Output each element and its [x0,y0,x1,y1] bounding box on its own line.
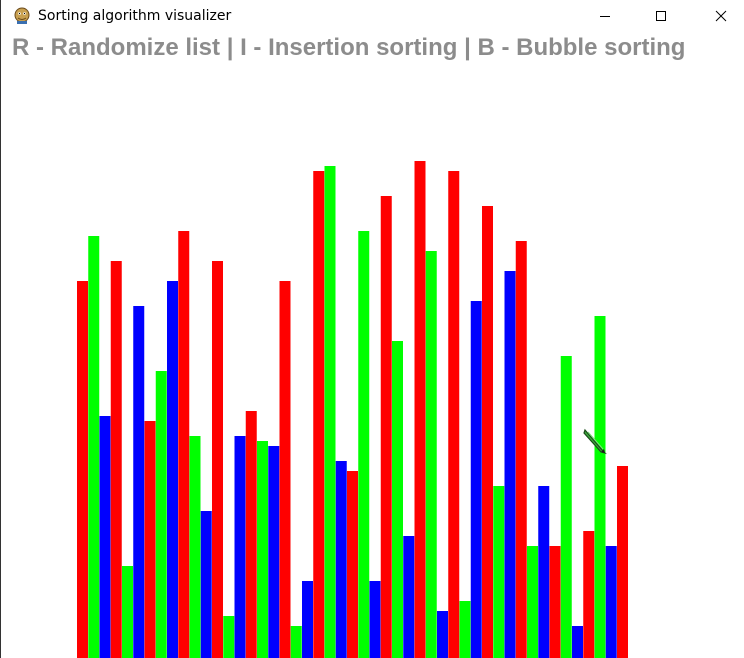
minimize-icon [600,16,610,17]
bar-30 [414,161,426,658]
bar-2 [99,416,111,658]
bar-10 [189,436,201,658]
bar-43 [560,356,572,658]
close-button[interactable] [698,0,744,32]
bar-7 [155,371,167,658]
bar-20 [302,581,313,658]
bar-19 [290,626,302,658]
bar-26 [369,581,381,658]
bar-38 [504,271,516,658]
bar-11 [200,511,212,658]
bar-34 [459,601,471,658]
bar-14 [234,436,246,658]
bar-31 [425,251,437,658]
bar-28 [392,341,403,658]
bar-18 [279,281,291,658]
bar-47 [605,546,617,658]
bar-39 [515,241,527,658]
title-bar[interactable]: Sorting algorithm visualizer [1,0,744,32]
bar-35 [470,301,482,658]
bar-29 [403,536,415,658]
bar-4 [122,566,133,658]
bar-27 [380,196,392,658]
bar-45 [583,531,595,658]
maximize-icon [656,11,666,21]
bar-25 [358,231,370,658]
pencil-cursor-icon [583,428,607,455]
maximize-button[interactable] [638,0,684,32]
bar-6 [144,421,156,658]
keyboard-instructions: R - Randomize list | I - Insertion sorti… [12,34,686,61]
bar-22 [324,166,336,658]
bar-48 [617,466,628,658]
window-title: Sorting algorithm visualizer [38,8,232,24]
bar-33 [448,171,460,658]
bar-23 [335,461,347,658]
bar-13 [223,616,235,658]
bar-42 [549,546,561,658]
bar-32 [437,611,448,658]
bar-17 [268,446,280,658]
bar-0 [77,281,88,658]
bar-36 [482,206,493,658]
bar-21 [313,171,325,658]
bar-41 [538,486,550,658]
bar-15 [245,411,257,658]
bar-16 [257,441,268,658]
bar-12 [212,261,223,658]
bar-40 [527,546,538,658]
bar-37 [493,486,505,658]
bar-5 [133,306,145,658]
python-snake-icon [14,7,30,24]
bar-9 [178,231,190,658]
minimize-button[interactable] [582,0,628,32]
bar-46 [594,316,606,658]
bar-1 [88,236,100,658]
bar-24 [347,471,358,658]
bar-44 [572,626,583,658]
bar-3 [110,261,122,658]
bar-8 [167,281,178,658]
close-icon [715,10,727,22]
